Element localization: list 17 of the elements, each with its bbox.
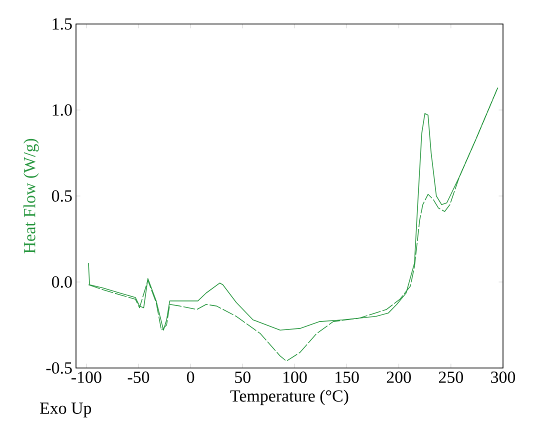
- x-tick-label: 300: [491, 372, 516, 383]
- text: Exo Up: [40, 402, 92, 418]
- x-tick-label: 100: [283, 372, 307, 383]
- x-tick-label: 150: [336, 372, 359, 383]
- y-tick-label: 0.5: [52, 190, 72, 202]
- x-tick-label: 50: [235, 372, 250, 383]
- y-tick-label: -0.5: [46, 362, 72, 374]
- y-tick-label: 1.5: [52, 18, 72, 30]
- y-axis-title: Heat Flow (W/g): [23, 138, 39, 254]
- y-tick-label: 0.0: [52, 276, 72, 288]
- x-tick-label: -50: [128, 372, 150, 383]
- x-tick-label: 250: [438, 372, 463, 383]
- x-tick-label: 0: [186, 372, 194, 383]
- x-axis-title: Temperature (°C): [230, 390, 348, 406]
- x-tick-label: -100: [72, 372, 102, 383]
- y-tick-label: 1.0: [52, 104, 72, 116]
- x-tick-label: 200: [386, 372, 411, 383]
